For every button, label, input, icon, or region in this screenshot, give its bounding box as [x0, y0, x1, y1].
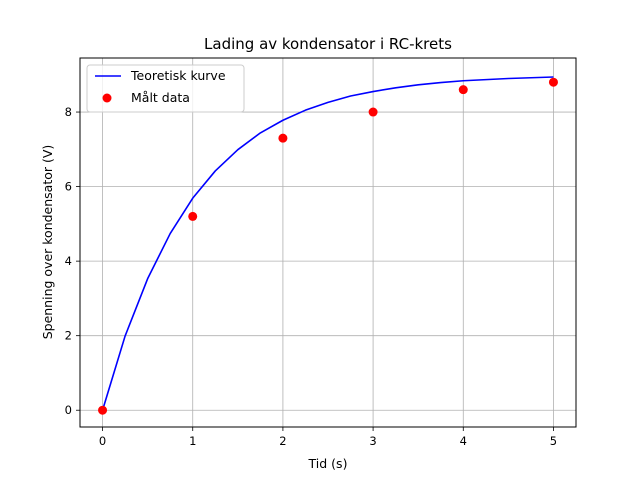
x-tick-label: 2 [279, 434, 286, 448]
x-tick-label: 0 [99, 434, 106, 448]
tick-layer: 0 1 2 3 4 5 0 2 4 6 8 [65, 105, 557, 448]
legend-label-line: Teoretisk kurve [130, 68, 226, 83]
measured-data-point [278, 133, 288, 143]
legend: Teoretisk kurve Målt data [86, 64, 245, 113]
y-tick-label: 2 [65, 329, 72, 343]
legend-marker-swatch [102, 93, 112, 103]
x-tick-label: 3 [369, 434, 376, 448]
measured-data-point [98, 405, 108, 415]
y-tick-label: 8 [65, 105, 72, 119]
y-tick-label: 4 [65, 254, 72, 268]
plot-frame [79, 57, 577, 428]
x-axis-label: Tid (s) [308, 456, 348, 471]
y-axis-label: Spenning over kondensator (V) [40, 145, 55, 340]
x-tick-label: 5 [550, 434, 557, 448]
x-tick-label: 4 [460, 434, 467, 448]
y-tick-label: 6 [65, 180, 72, 194]
legend-box [86, 64, 245, 113]
measured-data-point [548, 77, 558, 87]
x-tick-label: 1 [189, 434, 196, 448]
measured-data-point [458, 85, 468, 95]
measured-data-point [188, 211, 198, 221]
legend-label-scatter: Målt data [131, 90, 190, 105]
theoretical-curve-line [101, 76, 554, 411]
chart-title: Lading av kondensator i RC-krets [204, 35, 452, 53]
measured-data-point [368, 107, 378, 117]
data-layer [98, 76, 558, 415]
y-tick-label: 0 [65, 403, 72, 417]
